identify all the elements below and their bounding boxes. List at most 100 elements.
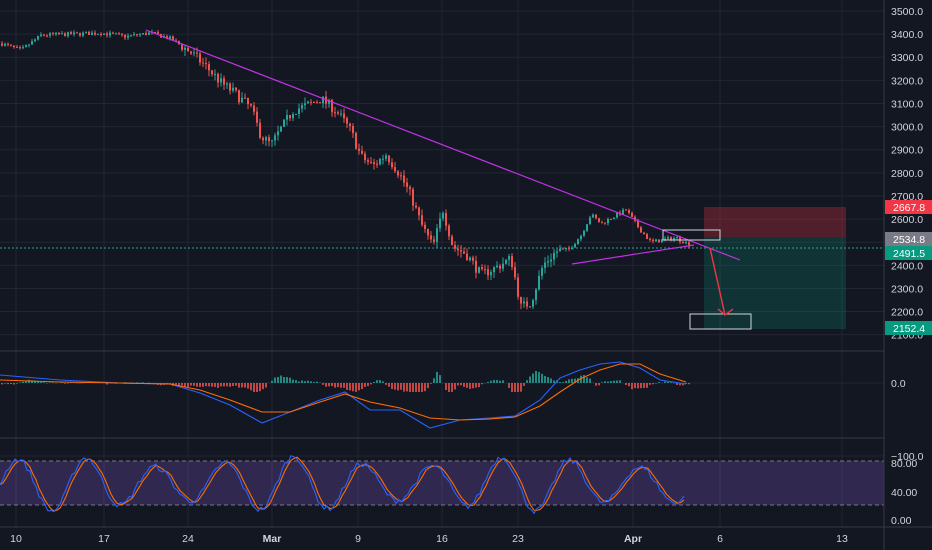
candle-body (505, 259, 507, 264)
macd-histogram-bar (565, 380, 567, 383)
macd-histogram-bar (679, 383, 681, 386)
stochastic-k-line (0, 455, 685, 515)
macd-histogram-bar (391, 383, 393, 389)
macd-histogram-bar (334, 383, 336, 388)
candle-body (604, 222, 606, 224)
macd-histogram-bar (379, 380, 381, 383)
stop-loss-zone[interactable] (704, 207, 846, 237)
macd-histogram-bar (256, 383, 258, 392)
macd-histogram-bar (646, 383, 648, 388)
candle-body (544, 262, 546, 268)
price-tick-label: 2800.0 (891, 168, 923, 180)
macd-histogram-bar (136, 382, 138, 383)
macd-histogram-bar (286, 377, 288, 383)
time-scale[interactable]: 10 17 24 Mar 9 16 23 Apr 6 13 (0, 526, 932, 545)
price-pane[interactable] (0, 29, 884, 330)
macd-histogram-bar (16, 383, 18, 384)
candle-body (286, 115, 288, 120)
candle-body (319, 102, 321, 104)
macd-histogram-bar (637, 383, 639, 389)
macd-histogram-bar (295, 380, 297, 383)
stochastic-pane[interactable] (0, 455, 884, 515)
grid-lines (0, 0, 884, 527)
macd-histogram-bar (511, 383, 513, 392)
macd-histogram-bar (64, 383, 66, 384)
candle-body (127, 35, 129, 38)
candle-body (547, 261, 549, 263)
macd-histogram-bar (307, 380, 309, 383)
macd-histogram-bar (61, 382, 63, 383)
macd-histogram-bar (226, 383, 228, 387)
macd-histogram-bar (445, 383, 447, 390)
candle-body (610, 218, 612, 220)
macd-histogram-bar (106, 383, 108, 385)
macd-histogram-bar (598, 383, 600, 386)
candle-body (427, 228, 429, 236)
candle-body (529, 306, 531, 308)
macd-line (0, 361, 687, 429)
macd-histogram-bar (523, 383, 525, 386)
current-price-badge: 2534.8 (885, 232, 932, 246)
candle-body (583, 230, 585, 236)
time-tick-label: 17 (98, 533, 110, 545)
candle-body (22, 47, 24, 49)
macd-histogram-bar (340, 383, 342, 388)
candle-body (217, 74, 219, 83)
price-scale[interactable]: 3500.0 3400.0 3300.0 3200.0 3100.0 3000.0 2900… (883, 0, 932, 550)
support-trendline[interactable] (571, 244, 695, 265)
candle-body (328, 99, 330, 104)
candle-body (337, 112, 339, 114)
macd-histogram-bar (676, 383, 678, 385)
macd-histogram-bar (433, 378, 435, 383)
candle-body (598, 218, 600, 223)
candle-body (385, 155, 387, 159)
macd-tick-label: 0.0 (891, 378, 906, 390)
candle-body (613, 217, 615, 219)
macd-histogram-bar (604, 381, 606, 383)
candle-body (454, 245, 456, 249)
macd-histogram-bar (220, 383, 222, 387)
short-position-tool[interactable] (704, 207, 846, 329)
candle-body (658, 239, 660, 243)
target-box[interactable] (689, 313, 752, 330)
candle-body (631, 212, 633, 217)
descending-trendline[interactable] (145, 29, 741, 261)
macd-histogram-bar (559, 382, 561, 383)
candle-body (193, 52, 195, 54)
macd-histogram-bar (409, 383, 411, 392)
macd-histogram-bar (364, 383, 366, 387)
candle-body (661, 239, 663, 243)
price-tick-label: 3400.0 (891, 29, 923, 41)
candle-body (493, 267, 495, 273)
candle-body (136, 34, 138, 36)
macd-histogram-bar (436, 371, 438, 383)
macd-histogram-bar (439, 375, 441, 383)
price-tick-label: 2200.0 (891, 307, 923, 319)
candle-body (352, 126, 354, 134)
candle-body (238, 90, 240, 103)
macd-pane[interactable] (0, 361, 690, 429)
macd-histogram-bar (532, 373, 534, 383)
candle-body (349, 123, 351, 127)
candle-body (196, 52, 198, 54)
macd-histogram-bar (211, 383, 213, 387)
price-tick-label: 3100.0 (891, 98, 923, 110)
macd-histogram-bar (244, 383, 246, 388)
candle-body (541, 267, 543, 276)
candle-body (664, 238, 666, 240)
macd-histogram-bar (235, 383, 237, 386)
candle-body (154, 31, 156, 33)
candle-body (601, 222, 603, 224)
macd-histogram-bar (181, 383, 183, 386)
breakout-box[interactable] (662, 229, 721, 241)
candle-body (400, 175, 402, 177)
candle-body (373, 162, 375, 164)
candle-body (145, 33, 147, 35)
macd-histogram-bar (214, 383, 216, 387)
macd-histogram-bar (304, 381, 306, 383)
candle-body (562, 248, 564, 250)
candle-body (118, 33, 120, 35)
stochastic-axis-labels: 80.00 40.00 0.00 (891, 458, 917, 527)
candle-body (49, 33, 51, 36)
